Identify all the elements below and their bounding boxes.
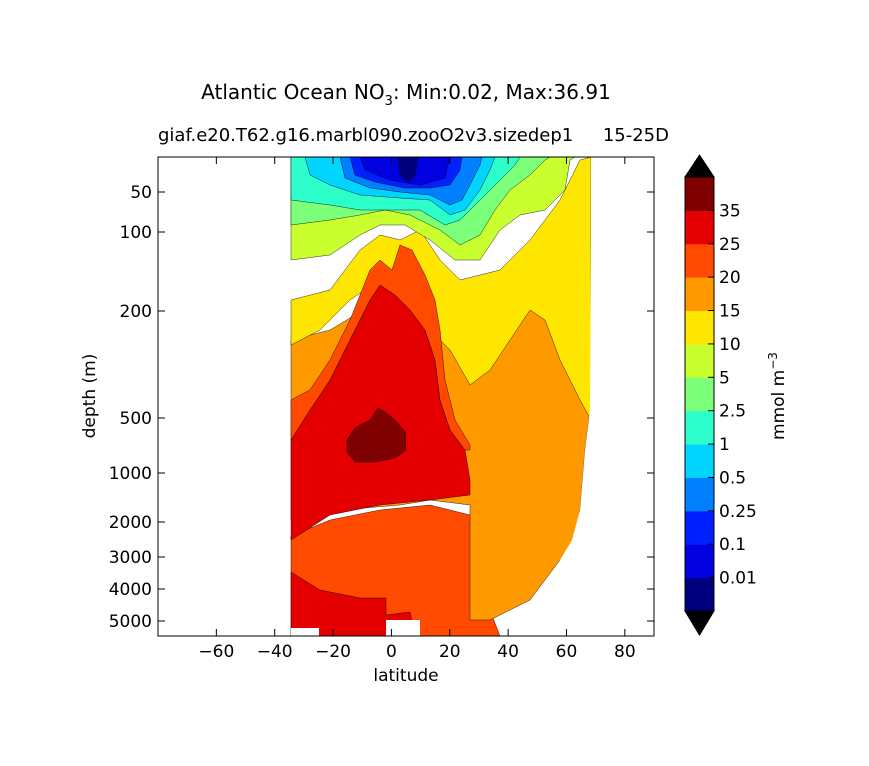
y-tick-label: 50 (130, 183, 152, 203)
colorbar: 0.01 0.1 0.25 0.5 1 2.5 5 10 15 20 25 35 (684, 154, 757, 636)
y-tick-label: 4000 (109, 580, 152, 600)
x-tick-label: 60 (556, 642, 578, 662)
colorbar-tick-label: 0.01 (719, 569, 757, 589)
y-tick-label: 500 (120, 409, 152, 429)
contour-band-over-35 (346, 407, 407, 463)
y-tick-label: 3000 (109, 548, 152, 568)
colorbar-tick-label: 20 (719, 268, 741, 288)
y-axis-label: depth (m) (80, 354, 100, 439)
colorbar-swatch (685, 277, 714, 312)
colorbar-tick-label: 10 (719, 335, 741, 355)
colorbar-swatch (685, 544, 714, 579)
y-axis: 50 100 200 500 1000 2000 3000 4000 5000 (109, 183, 654, 632)
chart-title-rest: : Min:0.02, Max:36.91 (393, 80, 611, 104)
x-axis: −60 −40 −20 0 20 40 60 80 (198, 157, 636, 662)
colorbar-tick-label: 2.5 (719, 402, 746, 422)
contour-band-under-0-01 (397, 157, 419, 184)
y-tick-label: 5000 (109, 612, 152, 632)
x-tick-label: −40 (257, 642, 293, 662)
colorbar-tick-label: 0.25 (719, 502, 757, 522)
contour-plot (290, 157, 654, 636)
colorbar-tick-label: 25 (719, 235, 741, 255)
colorbar-swatch (685, 243, 714, 278)
colorbar-extend-max (684, 154, 715, 178)
colorbar-swatch (685, 510, 714, 545)
x-tick-label: 40 (497, 642, 519, 662)
no-data-bottom-mid (386, 620, 420, 636)
colorbar-swatch (685, 310, 714, 345)
colorbar-tick-label: 1 (719, 435, 730, 455)
plot-frame (157, 156, 655, 637)
chart-subtitle-right: 15-25D (603, 125, 669, 146)
contour-band-20-25 (290, 244, 471, 451)
colorbar-swatch (685, 377, 714, 412)
colorbar-frame (684, 176, 715, 612)
colorbar-swatch (685, 477, 714, 512)
chart-subtitle-left: giaf.e20.T62.g16.marbl090.zooO2v3.sizede… (158, 125, 573, 146)
colorbar-tick-label: 35 (719, 201, 741, 221)
x-axis-label: latitude (373, 666, 438, 686)
no-data-right (500, 157, 654, 636)
colorbar-tick-label: 0.5 (719, 468, 746, 488)
x-tick-label: 0 (386, 642, 397, 662)
x-tick-label: 20 (439, 642, 461, 662)
colorbar-tick-label: 5 (719, 368, 730, 388)
colorbar-swatch (685, 410, 714, 445)
colorbar-label: mmol m−3 (766, 352, 789, 440)
chart-title-subscript: 3 (385, 94, 393, 109)
colorbar-swatch (685, 444, 714, 478)
x-tick-label: −20 (315, 642, 351, 662)
y-tick-label: 200 (120, 302, 152, 322)
colorbar-swatch (685, 343, 714, 378)
colorbar-swatch (685, 177, 714, 211)
colorbar-tick-label: 0.1 (719, 535, 746, 555)
x-tick-label: 80 (614, 642, 636, 662)
colorbar-extend-min (684, 610, 715, 636)
y-tick-label: 2000 (109, 513, 152, 533)
colorbar-label-main: mmol m (769, 370, 789, 440)
y-tick-label: 1000 (109, 464, 152, 484)
colorbar-swatch (685, 210, 714, 245)
x-tick-label: −60 (198, 642, 234, 662)
chart-title: Atlantic Ocean NO3: Min:0.02, Max:36.91 (201, 80, 611, 109)
colorbar-swatch (685, 577, 714, 612)
y-tick-label: 100 (120, 223, 152, 243)
colorbar-label-sup: −3 (766, 352, 780, 370)
no-data-bottom-left (291, 628, 319, 636)
chart-title-main: Atlantic Ocean NO (201, 80, 384, 104)
colorbar-tick-label: 15 (719, 302, 741, 322)
contour-band-25-35-bottom (290, 571, 416, 636)
